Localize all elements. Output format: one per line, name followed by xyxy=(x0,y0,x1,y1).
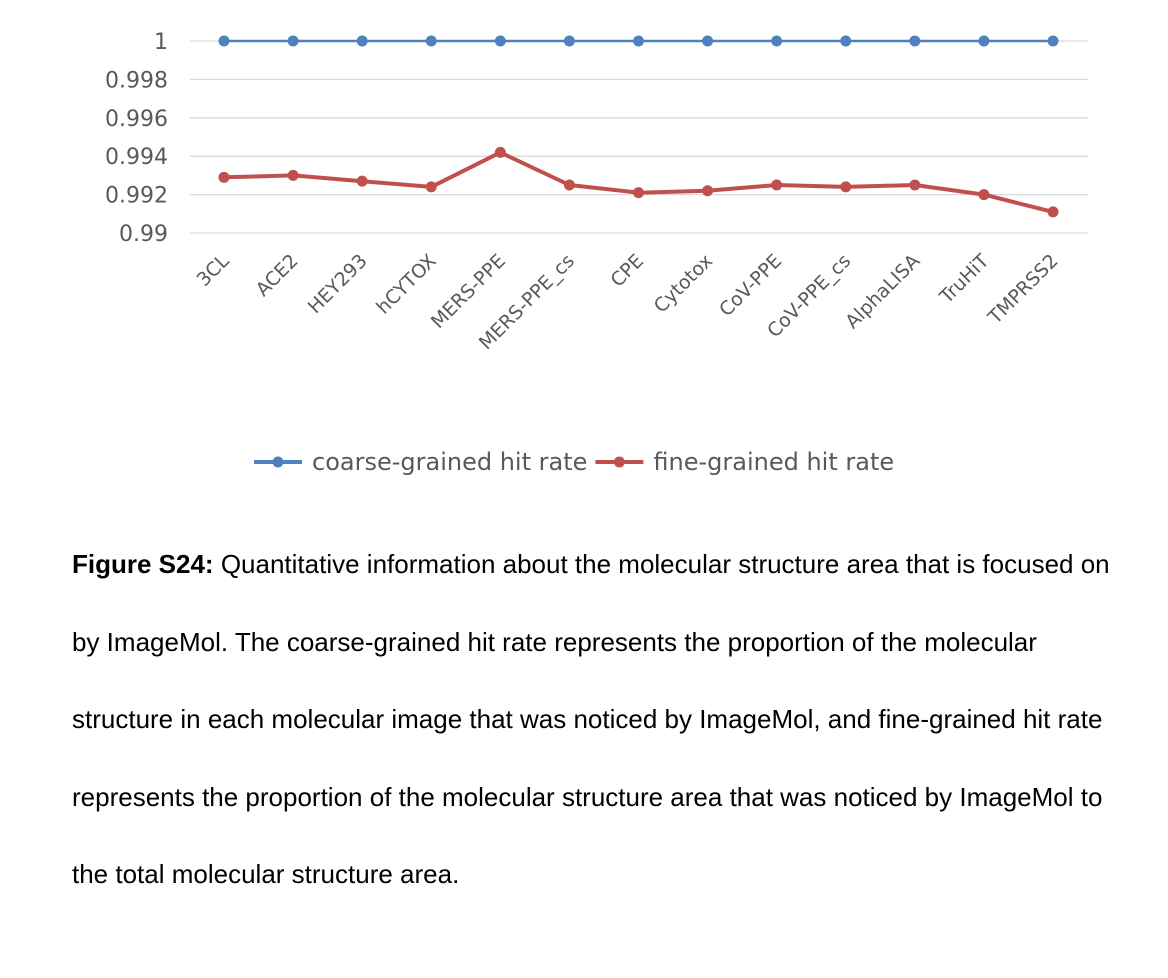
data-point xyxy=(1047,206,1059,218)
caption-label: Figure S24: xyxy=(72,549,214,579)
y-tick-label: 1 xyxy=(154,30,168,55)
data-point xyxy=(494,35,506,47)
data-point xyxy=(356,175,368,187)
data-point xyxy=(702,35,714,47)
data-point xyxy=(633,35,644,47)
x-tick-label: CoV-PPE xyxy=(715,250,786,321)
legend-swatch-marker xyxy=(613,456,625,468)
data-point xyxy=(909,35,921,47)
x-tick-label: Cytotox xyxy=(650,250,717,317)
data-point xyxy=(563,179,575,191)
data-point xyxy=(771,179,783,191)
x-tick-label: TMPRSS2 xyxy=(983,250,1062,329)
data-point xyxy=(840,181,852,193)
legend-label: fine-grained hit rate xyxy=(653,448,894,476)
legend-label: coarse-grained hit rate xyxy=(312,448,587,476)
data-point xyxy=(218,171,230,183)
data-point xyxy=(633,187,644,199)
caption-text: Quantitative information about the molec… xyxy=(72,549,1110,889)
data-point xyxy=(771,35,783,47)
y-tick-label: 0.994 xyxy=(105,145,168,170)
x-tick-label: 3CL xyxy=(193,250,234,291)
data-point xyxy=(978,189,990,201)
data-point xyxy=(287,35,299,47)
legend: coarse-grained hit rate fine-grained hit … xyxy=(254,448,894,476)
data-point xyxy=(909,179,921,191)
x-tick-label: CPE xyxy=(607,250,649,292)
data-point xyxy=(978,35,990,47)
data-point xyxy=(218,35,230,47)
data-point xyxy=(425,35,437,47)
data-series xyxy=(218,35,1059,218)
line-chart: 1 0.998 0.996 0.994 0.992 0.99 3CL ACE2 HEY293 h… xyxy=(105,30,1088,476)
data-point xyxy=(356,35,368,47)
data-point xyxy=(494,146,506,158)
x-tick-label: TruHiT xyxy=(935,250,994,309)
x-tick-label: HEY293 xyxy=(304,250,372,318)
y-tick-label: 0.99 xyxy=(119,222,168,247)
data-point xyxy=(702,185,714,197)
x-tick-label: AlphaLISA xyxy=(841,250,924,333)
x-tick-label: hCYTOX xyxy=(372,250,441,319)
data-point xyxy=(287,169,299,181)
gridlines xyxy=(190,40,1088,234)
data-point xyxy=(563,35,575,47)
figure-caption: Figure S24: Quantitative information abo… xyxy=(72,526,1132,914)
y-tick-label: 0.998 xyxy=(105,68,168,93)
legend-swatch-marker xyxy=(272,456,284,468)
data-point xyxy=(1047,35,1059,47)
data-point xyxy=(425,181,437,193)
y-tick-label: 0.992 xyxy=(105,184,168,209)
y-axis-ticks: 1 0.998 0.996 0.994 0.992 0.99 xyxy=(105,30,168,247)
series-line xyxy=(223,150,1054,214)
x-tick-label: ACE2 xyxy=(252,250,303,301)
data-point xyxy=(840,35,852,47)
y-tick-label: 0.996 xyxy=(105,107,168,132)
